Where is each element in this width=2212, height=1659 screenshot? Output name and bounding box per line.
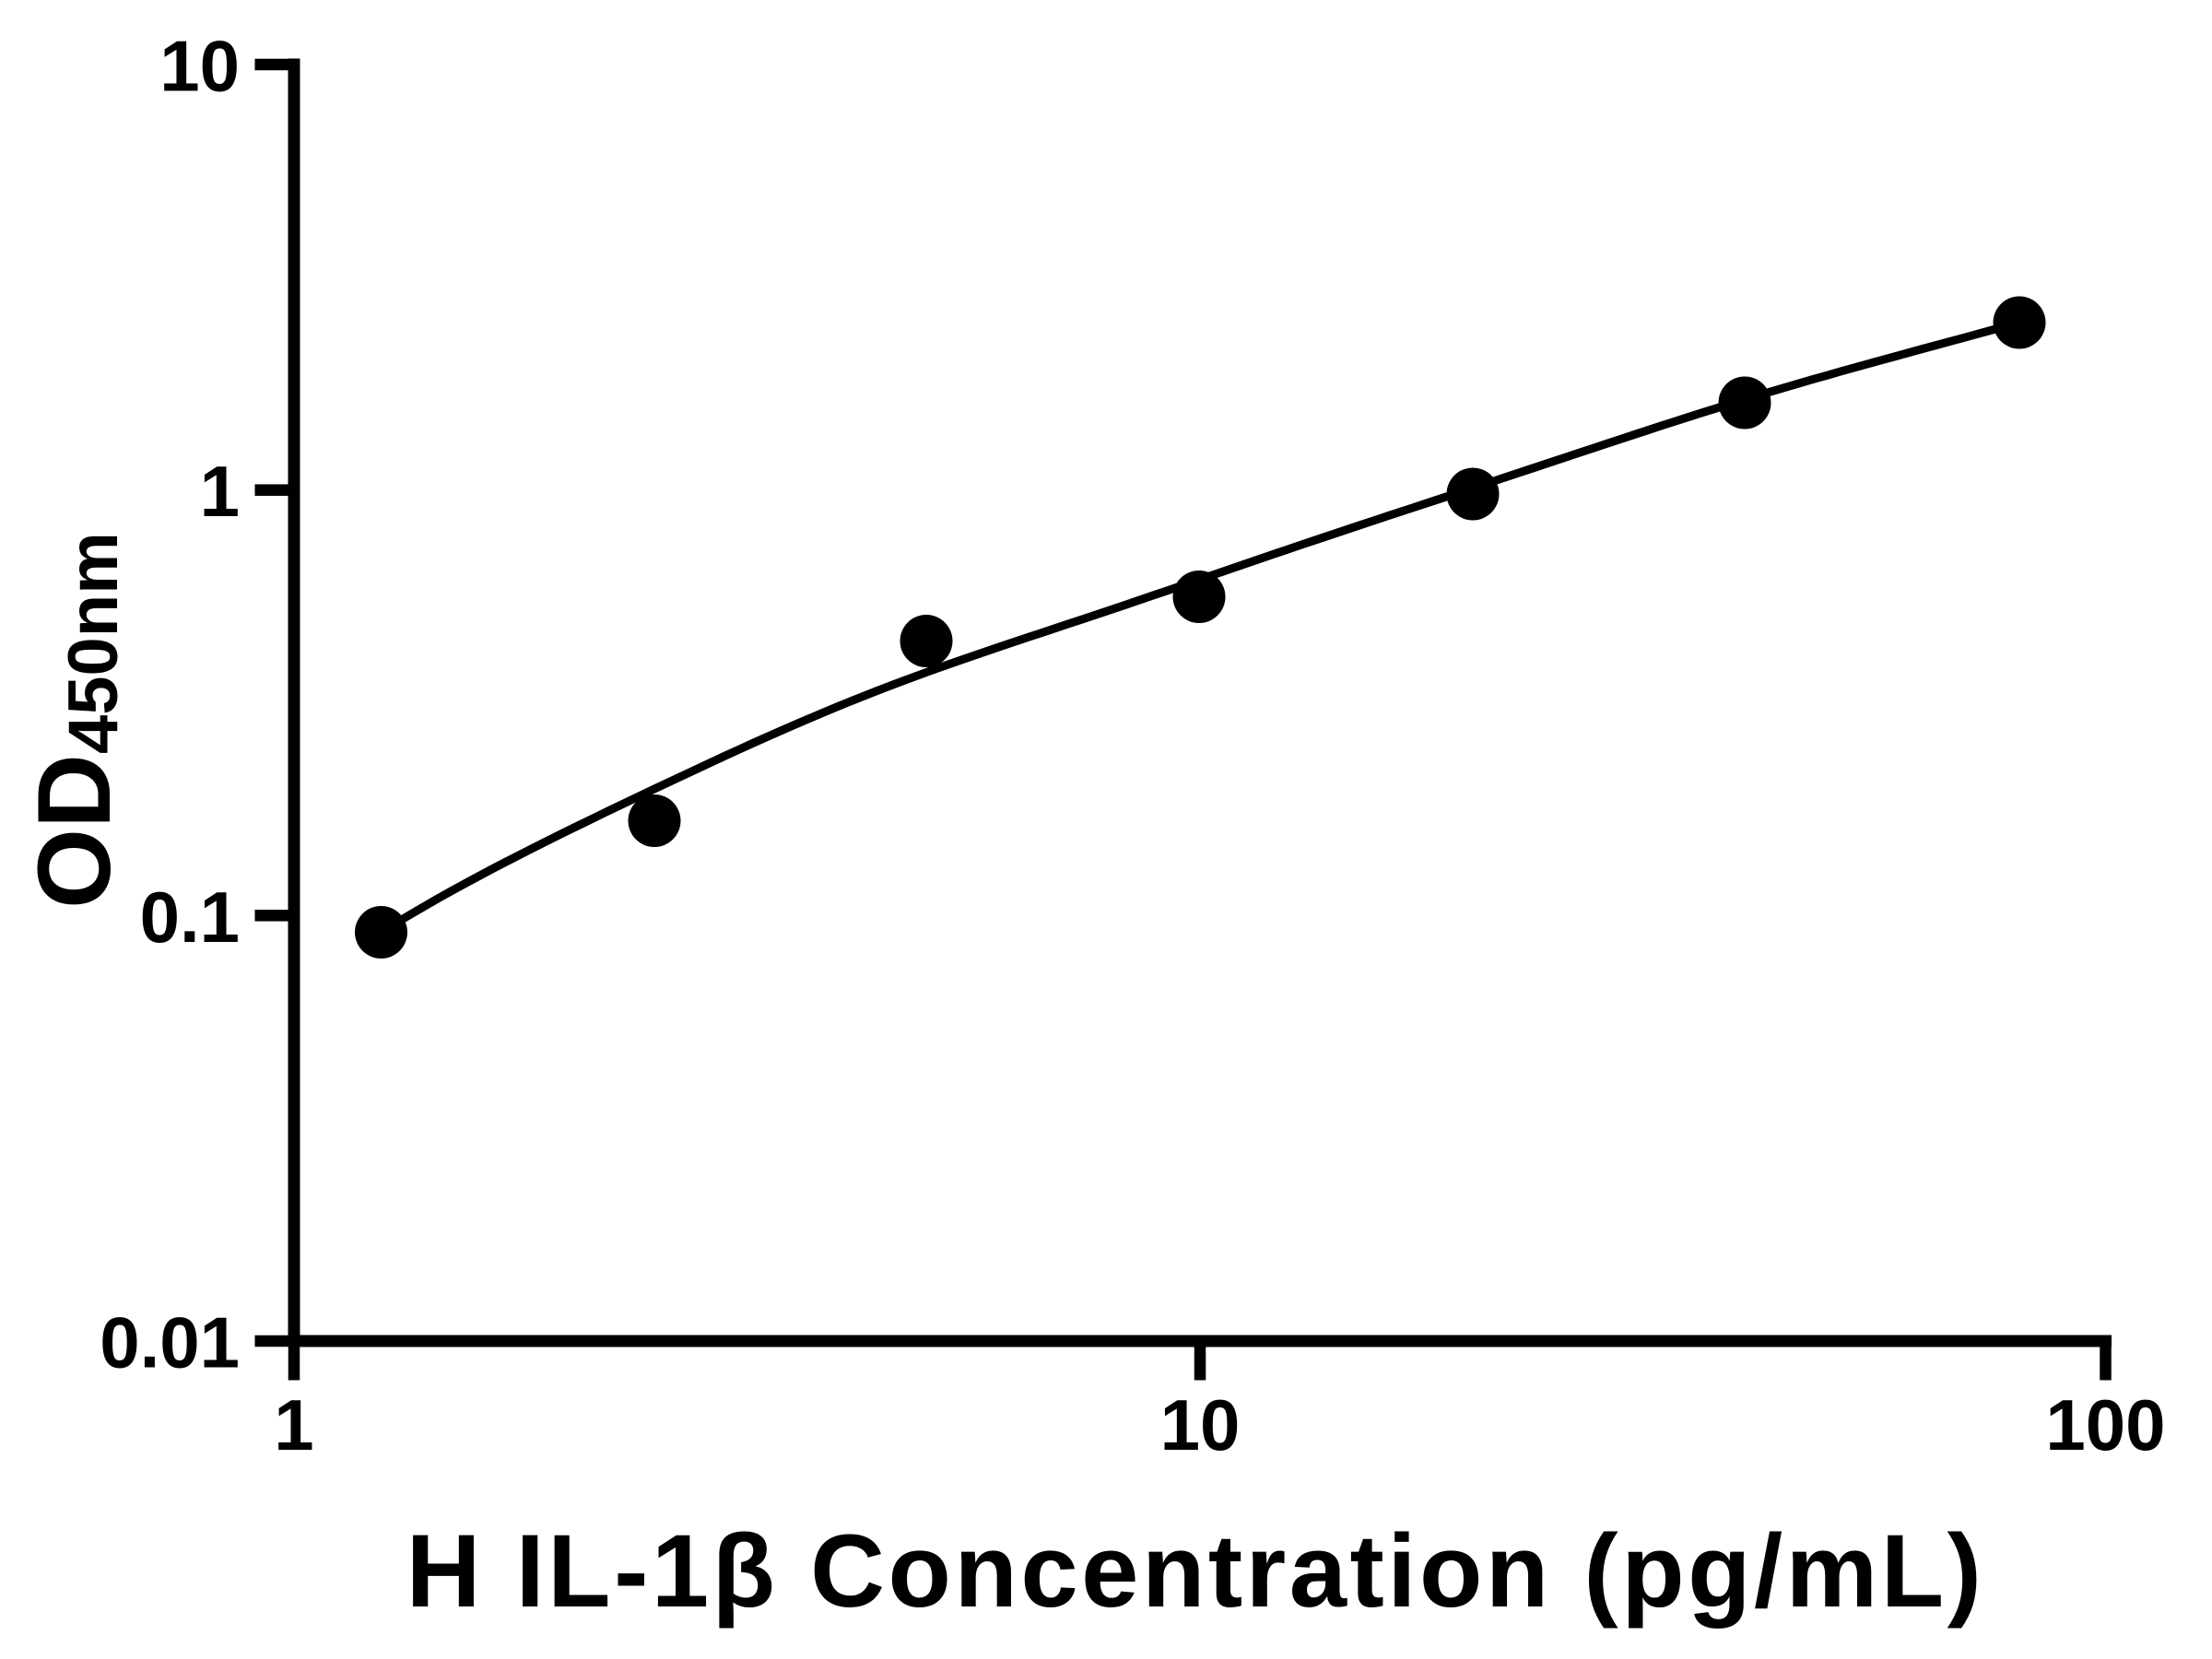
svg-text:100: 100 [2045,1384,2165,1465]
svg-text:0.1: 0.1 [140,877,240,958]
svg-text:0.01: 0.01 [100,1302,240,1383]
svg-text:OD450nm: OD450nm [17,532,133,909]
svg-text:10: 10 [159,26,240,107]
svg-text:1: 1 [200,451,240,532]
svg-text:1: 1 [274,1384,313,1465]
svg-text:H IL-1β Concentration (pg/mL): H IL-1β Concentration (pg/mL) [406,1513,1985,1629]
svg-text:10: 10 [1160,1384,1241,1465]
